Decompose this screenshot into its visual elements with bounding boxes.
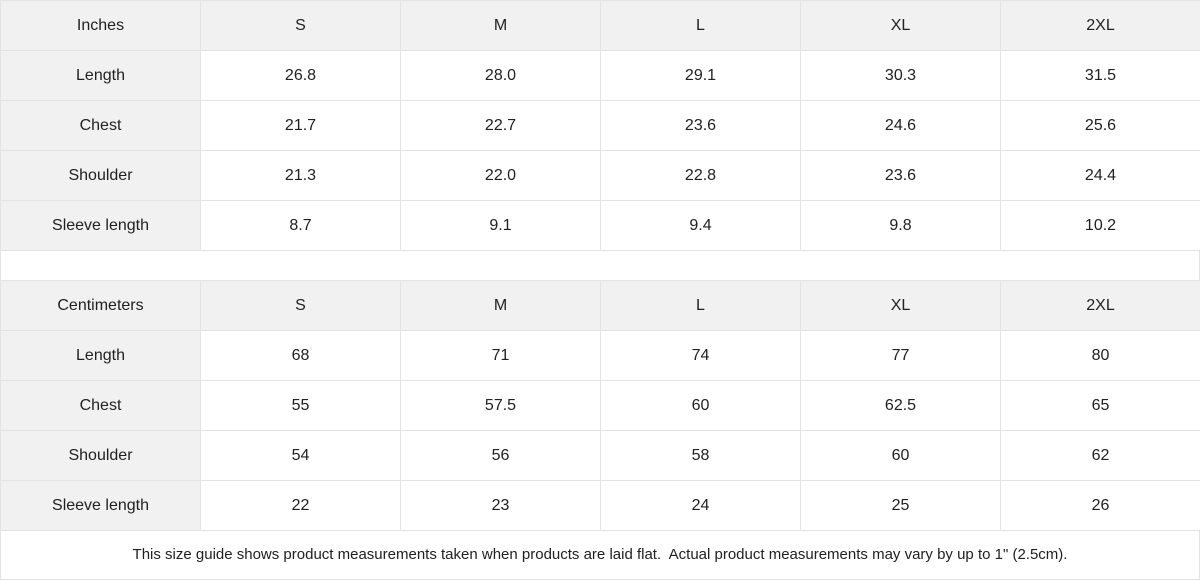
cell-chest-xl: 24.6: [800, 100, 1001, 151]
table-row: Shoulder 54 56 58 60 62: [0, 430, 1200, 482]
centimeters-size-table: Centimeters S M L XL 2XL Length 68 71 74…: [0, 280, 1200, 532]
cell-shoulder-m: 22.0: [400, 150, 601, 201]
table-row: Sleeve length 8.7 9.1 9.4 9.8 10.2: [0, 200, 1200, 251]
cell-chest-m: 22.7: [400, 100, 601, 151]
table-header-row: Centimeters S M L XL 2XL: [0, 280, 1200, 332]
inches-table-head: Inches S M L XL 2XL: [0, 0, 1200, 51]
size-header-m: M: [400, 280, 601, 332]
cell-shoulder-s: 54: [200, 430, 401, 482]
row-label-shoulder: Shoulder: [0, 150, 201, 201]
table-row: Sleeve length 22 23 24 25 26: [0, 480, 1200, 532]
cell-chest-m: 57.5: [400, 380, 601, 432]
cell-sleeve-length-l: 9.4: [600, 200, 801, 251]
cell-shoulder-xl: 23.6: [800, 150, 1001, 201]
row-label-chest: Chest: [0, 100, 201, 151]
cell-shoulder-2xl: 24.4: [1000, 150, 1200, 201]
cell-sleeve-length-m: 9.1: [400, 200, 601, 251]
row-label-sleeve-length: Sleeve length: [0, 200, 201, 251]
cell-shoulder-2xl: 62: [1000, 430, 1200, 482]
size-header-l: L: [600, 280, 801, 332]
cell-chest-l: 23.6: [600, 100, 801, 151]
row-label-length: Length: [0, 50, 201, 101]
cell-chest-s: 55: [200, 380, 401, 432]
unit-header-inches: Inches: [0, 0, 201, 51]
inches-table-body: Length 26.8 28.0 29.1 30.3 31.5 Chest 21…: [0, 50, 1200, 251]
size-header-s: S: [200, 0, 401, 51]
cell-sleeve-length-m: 23: [400, 480, 601, 532]
cell-length-m: 71: [400, 330, 601, 382]
cell-sleeve-length-2xl: 10.2: [1000, 200, 1200, 251]
cell-length-2xl: 80: [1000, 330, 1200, 382]
cell-chest-l: 60: [600, 380, 801, 432]
size-header-m: M: [400, 0, 601, 51]
table-row: Shoulder 21.3 22.0 22.8 23.6 24.4: [0, 150, 1200, 201]
size-guide-note: This size guide shows product measuremen…: [132, 546, 1068, 564]
cell-sleeve-length-l: 24: [600, 480, 801, 532]
table-row: Length 26.8 28.0 29.1 30.3 31.5: [0, 50, 1200, 101]
cell-shoulder-s: 21.3: [200, 150, 401, 201]
row-label-chest: Chest: [0, 380, 201, 432]
cell-shoulder-xl: 60: [800, 430, 1001, 482]
size-header-l: L: [600, 0, 801, 51]
cell-length-s: 26.8: [200, 50, 401, 101]
cell-length-2xl: 31.5: [1000, 50, 1200, 101]
row-label-length: Length: [0, 330, 201, 382]
cell-sleeve-length-s: 8.7: [200, 200, 401, 251]
cell-length-xl: 77: [800, 330, 1001, 382]
inches-size-table: Inches S M L XL 2XL Length 26.8 28.0 29.…: [0, 0, 1200, 251]
row-label-shoulder: Shoulder: [0, 430, 201, 482]
cell-length-xl: 30.3: [800, 50, 1001, 101]
cell-chest-s: 21.7: [200, 100, 401, 151]
size-header-xl: XL: [800, 0, 1001, 51]
cell-shoulder-l: 22.8: [600, 150, 801, 201]
table-row: Chest 55 57.5 60 62.5 65: [0, 380, 1200, 432]
cell-chest-xl: 62.5: [800, 380, 1001, 432]
centimeters-table-head: Centimeters S M L XL 2XL: [0, 280, 1200, 332]
size-header-2xl: 2XL: [1000, 280, 1200, 332]
unit-header-centimeters: Centimeters: [0, 280, 201, 332]
size-header-2xl: 2XL: [1000, 0, 1200, 51]
table-row: Chest 21.7 22.7 23.6 24.6 25.6: [0, 100, 1200, 151]
size-header-s: S: [200, 280, 401, 332]
table-row: Length 68 71 74 77 80: [0, 330, 1200, 382]
cell-shoulder-l: 58: [600, 430, 801, 482]
size-header-xl: XL: [800, 280, 1001, 332]
cell-chest-2xl: 25.6: [1000, 100, 1200, 151]
cell-sleeve-length-xl: 9.8: [800, 200, 1001, 251]
cell-sleeve-length-s: 22: [200, 480, 401, 532]
size-guide-note-row: This size guide shows product measuremen…: [0, 531, 1200, 580]
table-header-row: Inches S M L XL 2XL: [0, 0, 1200, 51]
row-label-sleeve-length: Sleeve length: [0, 480, 201, 532]
cell-length-s: 68: [200, 330, 401, 382]
cell-length-l: 74: [600, 330, 801, 382]
cell-length-l: 29.1: [600, 50, 801, 101]
cell-sleeve-length-xl: 25: [800, 480, 1001, 532]
cell-length-m: 28.0: [400, 50, 601, 101]
cell-sleeve-length-2xl: 26: [1000, 480, 1200, 532]
cell-chest-2xl: 65: [1000, 380, 1200, 432]
cell-shoulder-m: 56: [400, 430, 601, 482]
table-spacer: [0, 251, 1200, 281]
centimeters-table-body: Length 68 71 74 77 80 Chest 55 57.5 60 6…: [0, 330, 1200, 532]
